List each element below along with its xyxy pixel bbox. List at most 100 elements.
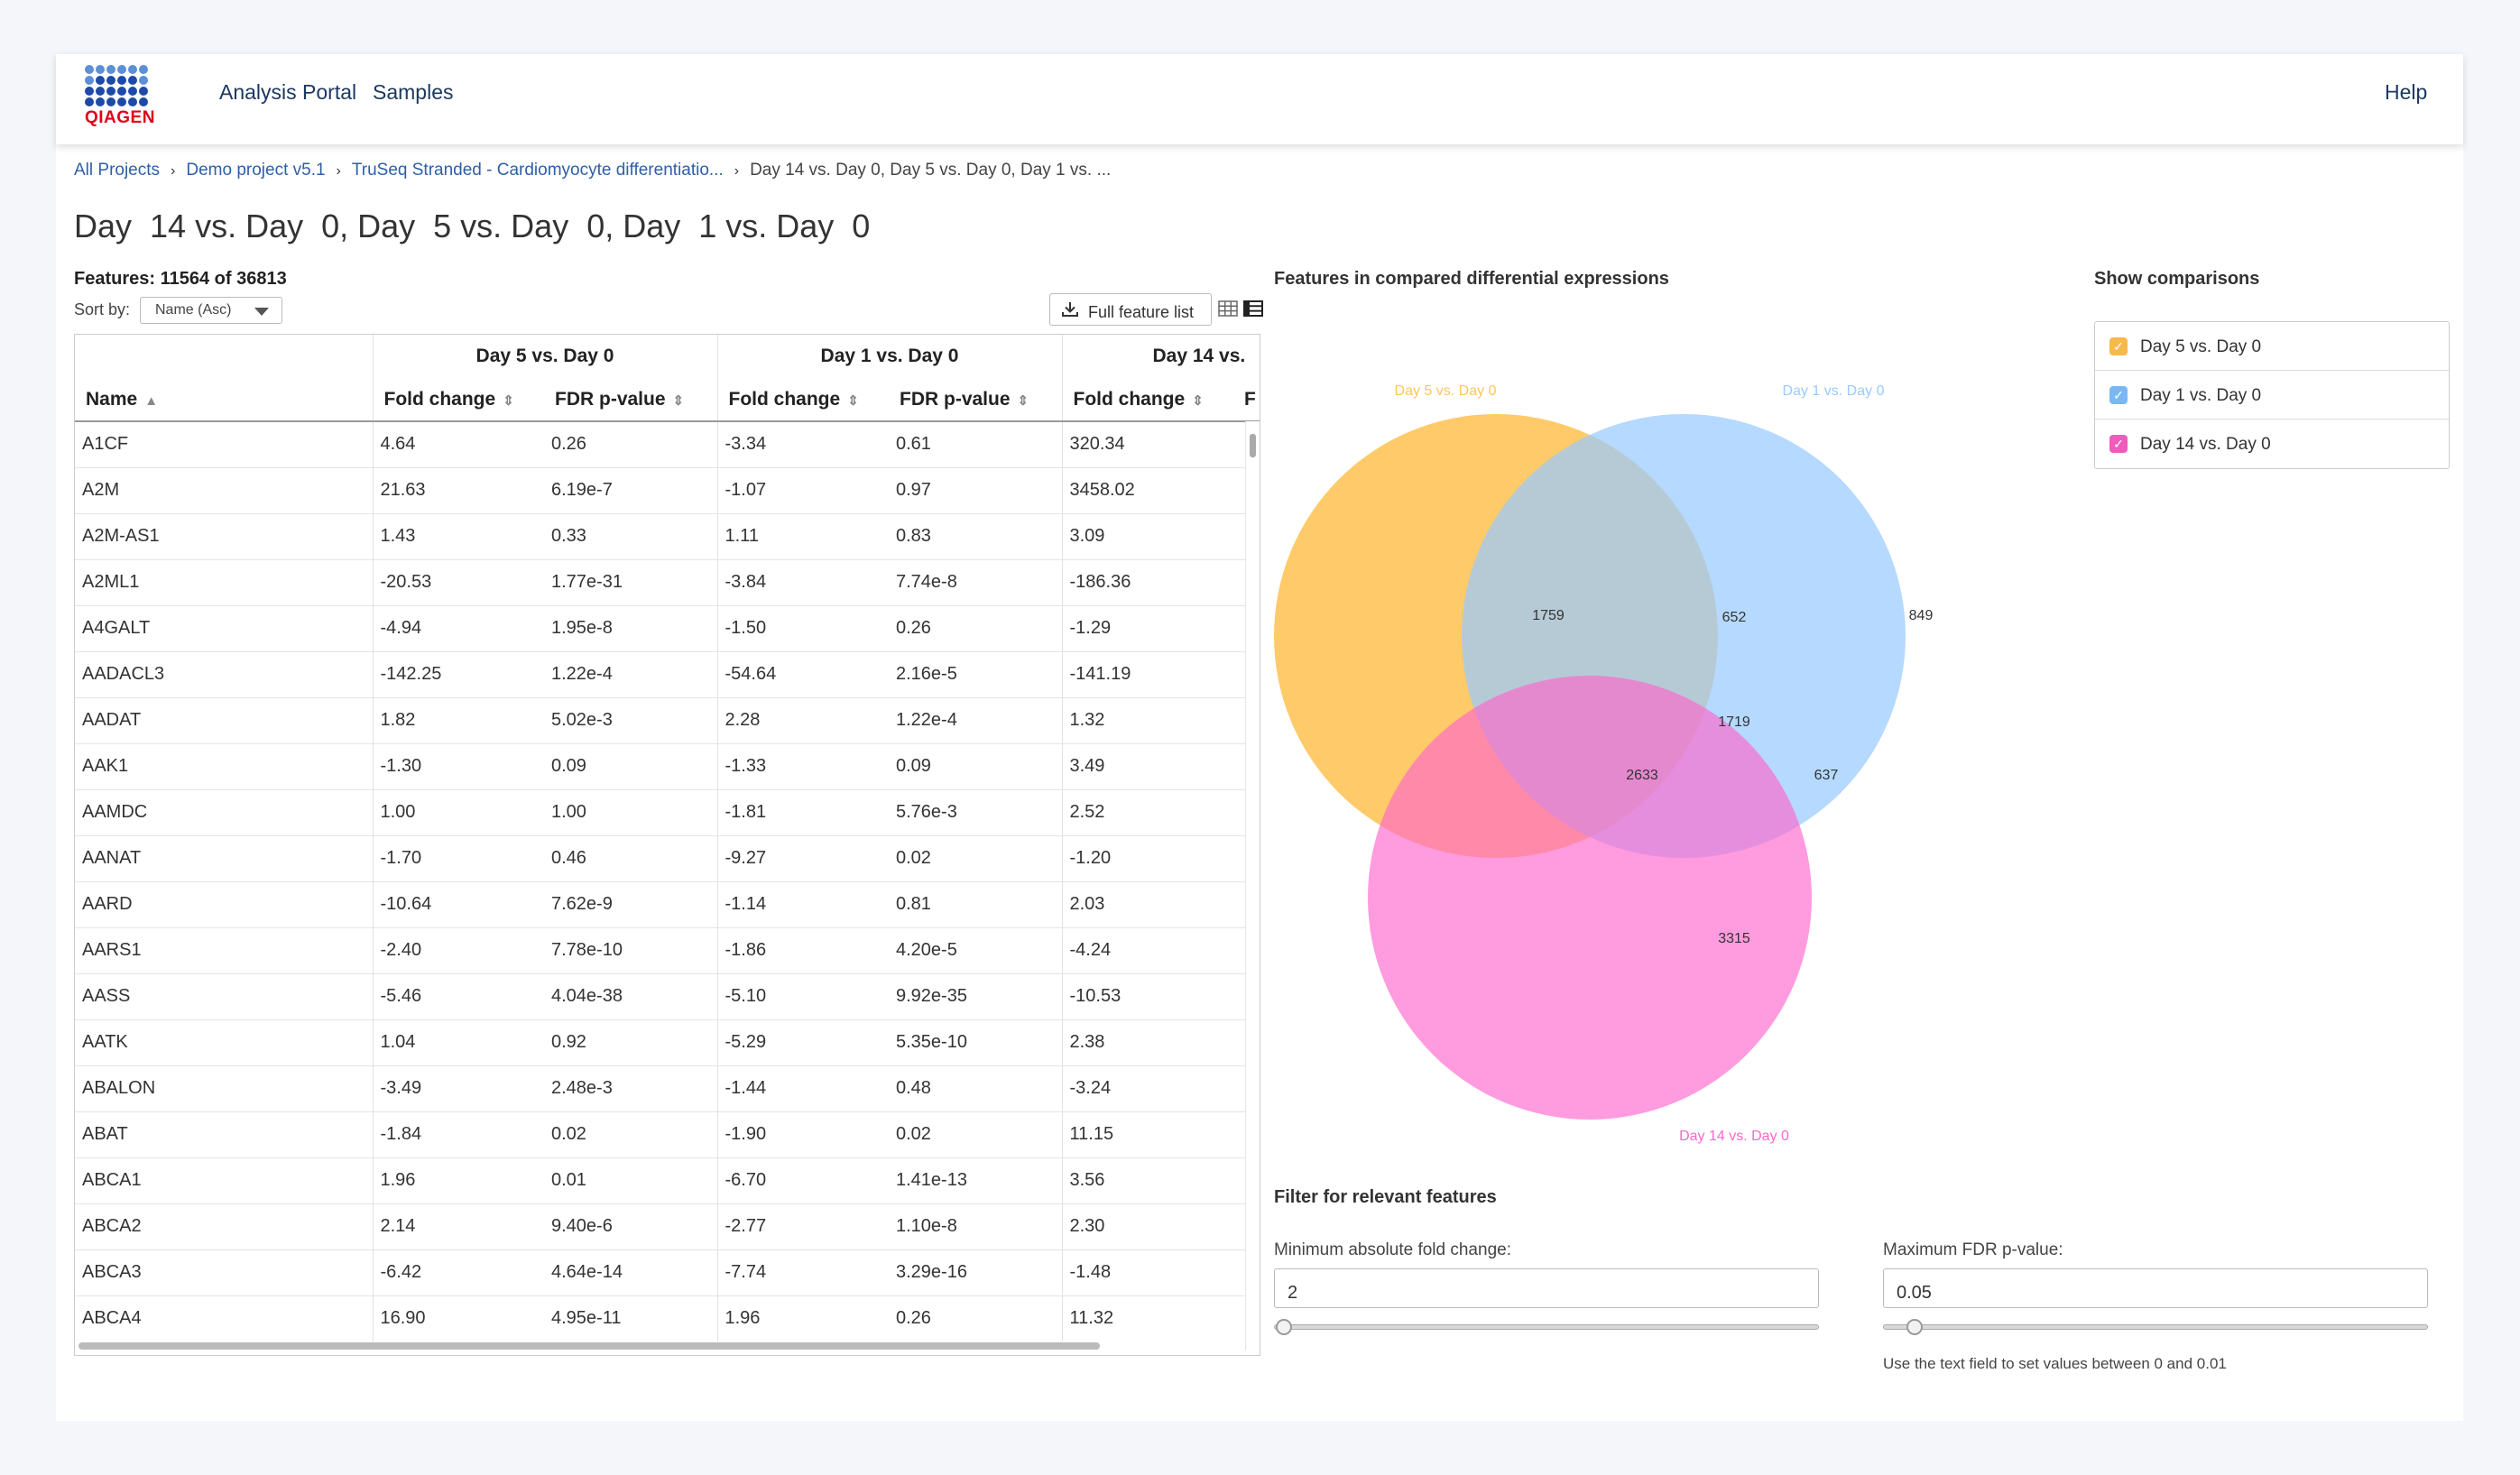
- value-cell: -141.19: [1061, 650, 1233, 697]
- sort-select[interactable]: Name (Asc): [140, 297, 282, 324]
- value-cell: 3.56: [1061, 1157, 1233, 1203]
- table-row[interactable]: AANAT -1.70 0.46 -9.27 0.02 -1.20: [75, 834, 1260, 881]
- column-header-label: Fold change: [383, 388, 496, 410]
- value-cell: 21.63: [372, 466, 544, 513]
- value-cell: 0.26: [889, 1295, 1062, 1341]
- table-row[interactable]: A2M-AS1 1.43 0.33 1.11 0.83 3.09: [75, 512, 1260, 559]
- value-cell: 2.38: [1061, 1019, 1233, 1065]
- fdr-hint: Use the text field to set values between…: [1883, 1355, 2227, 1372]
- value-cell: -6.70: [716, 1157, 889, 1203]
- breadcrumb-truseq[interactable]: TruSeq Stranded - Cardiomyocyte differen…: [351, 161, 724, 180]
- feature-name-cell: A2M-AS1: [75, 512, 373, 559]
- value-cell: -3.84: [716, 558, 889, 605]
- venn-circle-day14[interactable]: [1368, 676, 1812, 1120]
- horizontal-scrollbar[interactable]: [78, 1342, 1100, 1350]
- feature-name-cell: AAMDC: [75, 788, 373, 835]
- column-header-fdr-truncated[interactable]: F: [1233, 378, 1260, 422]
- full-feature-list-button[interactable]: Full feature list: [1049, 293, 1212, 326]
- fold-change-slider-track[interactable]: [1274, 1324, 1819, 1330]
- value-cell: 11.32: [1061, 1295, 1233, 1341]
- table-row[interactable]: AATK 1.04 0.92 -5.29 5.35e-10 2.38: [75, 1019, 1260, 1065]
- column-header-fdr[interactable]: FDR p-value ⇕: [544, 378, 717, 422]
- value-cell: 0.46: [544, 834, 717, 881]
- sort-icon: ⇕: [503, 392, 514, 409]
- fdr-input[interactable]: [1883, 1268, 2428, 1308]
- app-window: QIAGEN Analysis Portal Samples Help All …: [56, 54, 2463, 1421]
- table-row[interactable]: A4GALT -4.94 1.95e-8 -1.50 0.26 -1.29: [75, 604, 1260, 651]
- comparison-label: Day 1 vs. Day 0: [2140, 386, 2262, 405]
- table-row[interactable]: AARS1 -2.40 7.78e-10 -1.86 4.20e-5 -4.24: [75, 926, 1260, 973]
- table-row[interactable]: AASS -5.46 4.04e-38 -5.10 9.92e-35 -10.53: [75, 973, 1260, 1019]
- nav-analysis-portal[interactable]: Analysis Portal: [219, 80, 357, 104]
- filter-title: Filter for relevant features: [1274, 1187, 1497, 1207]
- value-cell: 6.19e-7: [544, 466, 717, 513]
- checkbox-checked-icon[interactable]: ✓: [2109, 435, 2128, 453]
- table-row[interactable]: AADACL3 -142.25 1.22e-4 -54.64 2.16e-5 -141.1…: [75, 650, 1260, 697]
- qiagen-logo[interactable]: QIAGEN: [85, 65, 154, 127]
- value-cell: 4.20e-5: [889, 926, 1062, 973]
- column-header-fold-change[interactable]: Fold change ⇕: [1061, 378, 1233, 422]
- column-header-fdr[interactable]: FDR p-value ⇕: [889, 378, 1062, 422]
- column-header-name[interactable]: Name ▲: [75, 378, 373, 422]
- value-cell: -5.29: [716, 1019, 889, 1065]
- value-cell: 1.11: [716, 512, 889, 559]
- venn-count-only-day1: 849: [1909, 608, 1934, 623]
- value-cell: 1.04: [372, 1019, 544, 1065]
- table-row[interactable]: AAMDC 1.00 1.00 -1.81 5.76e-3 2.52: [75, 788, 1260, 835]
- table-row[interactable]: A2M 21.63 6.19e-7 -1.07 0.97 3458.02: [75, 466, 1260, 513]
- value-cell: 1.22e-4: [889, 696, 1062, 743]
- nav-help[interactable]: Help: [2385, 80, 2428, 104]
- feature-name-cell: AATK: [75, 1019, 373, 1065]
- table-row[interactable]: AARD -10.64 7.62e-9 -1.14 0.81 2.03: [75, 880, 1260, 927]
- feature-name-cell: AARD: [75, 880, 373, 927]
- column-header-fold-change[interactable]: Fold change ⇕: [716, 378, 889, 422]
- value-cell: -1.70: [372, 834, 544, 881]
- fold-change-input[interactable]: [1274, 1268, 1819, 1308]
- table-row[interactable]: A2ML1 -20.53 1.77e-31 -3.84 7.74e-8 -186.36: [75, 558, 1260, 605]
- table-row[interactable]: ABAT -1.84 0.02 -1.90 0.02 11.15: [75, 1111, 1260, 1157]
- value-cell: 16.90: [372, 1295, 544, 1341]
- fold-change-slider-thumb[interactable]: [1276, 1319, 1292, 1335]
- table-row[interactable]: ABCA3 -6.42 4.64e-14 -7.74 3.29e-16 -1.48: [75, 1249, 1260, 1295]
- value-cell: -1.14: [716, 880, 889, 927]
- checkbox-checked-icon[interactable]: ✓: [2109, 337, 2128, 355]
- comparison-item-day14[interactable]: ✓ Day 14 vs. Day 0: [2095, 419, 2449, 468]
- fdr-slider-thumb[interactable]: [1906, 1319, 1923, 1335]
- table-row[interactable]: ABCA1 1.96 0.01 -6.70 1.41e-13 3.56: [75, 1157, 1260, 1203]
- full-feature-list-label: Full feature list: [1088, 303, 1195, 321]
- value-cell: 2.03: [1061, 880, 1233, 927]
- list-view-icon[interactable]: [1243, 300, 1263, 317]
- value-cell: 2.30: [1061, 1203, 1233, 1249]
- vertical-scrollbar[interactable]: [1250, 434, 1256, 457]
- breadcrumb-all-projects[interactable]: All Projects: [74, 161, 161, 180]
- vertical-scroll-track[interactable]: [1245, 421, 1260, 1351]
- grid-view-icon[interactable]: [1218, 300, 1238, 317]
- table-row[interactable]: AADAT 1.82 5.02e-3 2.28 1.22e-4 1.32: [75, 696, 1260, 743]
- value-cell: 0.33: [544, 512, 717, 559]
- comparison-item-day1[interactable]: ✓ Day 1 vs. Day 0: [2095, 371, 2449, 419]
- comparison-item-day5[interactable]: ✓ Day 5 vs. Day 0: [2095, 322, 2449, 371]
- table-row[interactable]: ABALON -3.49 2.48e-3 -1.44 0.48 -3.24: [75, 1065, 1260, 1111]
- value-cell: -2.77: [716, 1203, 889, 1249]
- checkbox-checked-icon[interactable]: ✓: [2109, 386, 2128, 404]
- feature-name-cell: ABALON: [75, 1065, 373, 1111]
- breadcrumb-demo-project[interactable]: Demo project v5.1: [186, 161, 326, 180]
- nav-samples[interactable]: Samples: [373, 80, 454, 104]
- venn-label-day14: Day 14 vs. Day 0: [1679, 1129, 1789, 1144]
- value-cell: 5.35e-10: [889, 1019, 1062, 1065]
- logo-text: QIAGEN: [85, 108, 155, 127]
- comparison-label: Day 5 vs. Day 0: [2140, 337, 2262, 356]
- table-row[interactable]: ABCA2 2.14 9.40e-6 -2.77 1.10e-8 2.30: [75, 1203, 1260, 1249]
- value-cell: 0.09: [889, 742, 1062, 789]
- table-row[interactable]: A1CF 4.64 0.26 -3.34 0.61 320.34: [75, 420, 1260, 467]
- table-row[interactable]: AAK1 -1.30 0.09 -1.33 0.09 3.49: [75, 742, 1260, 789]
- fdr-slider-track[interactable]: [1883, 1324, 2428, 1330]
- value-cell: 4.64: [372, 420, 544, 467]
- table-row[interactable]: ABCA4 16.90 4.95e-11 1.96 0.26 11.32: [75, 1295, 1260, 1341]
- column-header-fold-change[interactable]: Fold change ⇕: [372, 378, 544, 422]
- value-cell: -5.10: [716, 973, 889, 1019]
- top-bar: QIAGEN Analysis Portal Samples Help: [56, 54, 2463, 144]
- value-cell: 0.02: [889, 834, 1062, 881]
- page-title: Day 14 vs. Day 0, Day 5 vs. Day 0, Day 1…: [74, 207, 871, 244]
- value-cell: -2.40: [372, 926, 544, 973]
